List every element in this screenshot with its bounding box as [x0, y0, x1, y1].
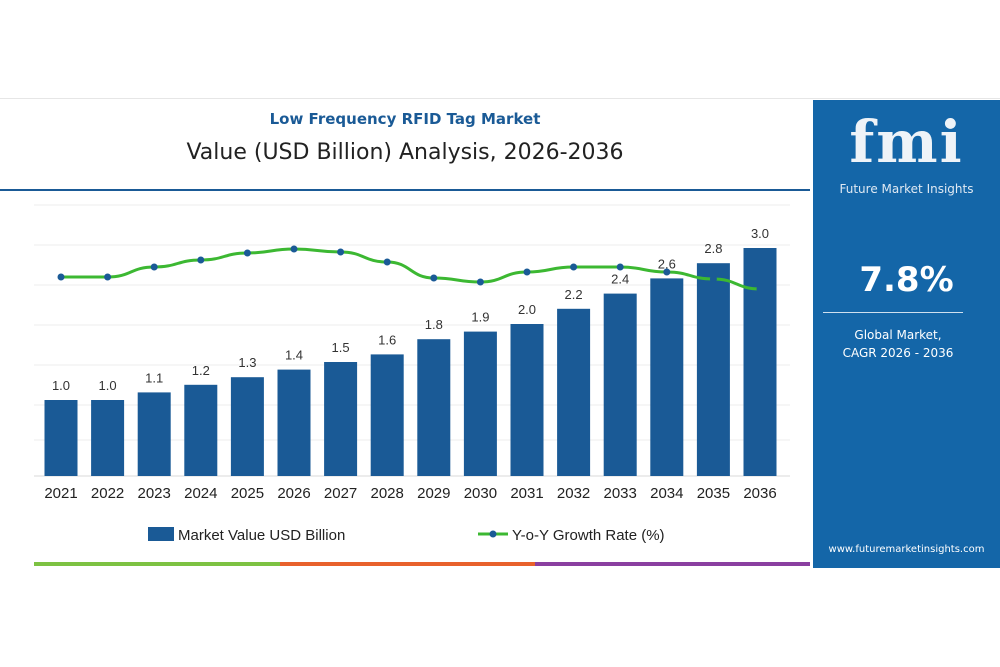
growth-point-2030 [476, 278, 484, 286]
bar-label-2027: 1.5 [332, 340, 350, 355]
x-tick-2036: 2036 [743, 485, 776, 502]
bar-2031 [510, 324, 544, 476]
bar-2025 [230, 377, 264, 476]
growth-point-2032 [570, 263, 578, 271]
infographic-frame [0, 98, 1000, 571]
bar-2036 [743, 248, 777, 476]
legend-line-label: Y-o-Y Growth Rate (%) [512, 527, 665, 544]
bar-2035 [696, 263, 730, 476]
legend-line-marker [489, 530, 497, 538]
growth-point-2033 [616, 263, 624, 271]
growth-point-2025 [243, 249, 251, 257]
growth-point-2027 [337, 248, 345, 256]
bar-label-2024: 1.2 [192, 363, 210, 378]
chart: 1.0 2021 1.0 2022 1.1 2023 1.2 2024 1.3 2025 1.4 20… [34, 204, 790, 544]
x-tick-2027: 2027 [324, 485, 357, 502]
x-tick-2023: 2023 [138, 485, 171, 502]
bar-2022 [91, 400, 125, 476]
fmi-logo: fmi [849, 108, 964, 176]
bar-2021 [44, 400, 78, 476]
x-tick-2026: 2026 [277, 485, 310, 502]
strip-orange [280, 562, 535, 566]
x-tick-2022: 2022 [91, 485, 124, 502]
bar-2032 [557, 308, 591, 476]
growth-point-2024 [197, 256, 205, 264]
bar-label-2036: 3.0 [751, 226, 769, 241]
growth-point-2034 [663, 268, 671, 276]
bar-label-2034: 2.6 [658, 256, 676, 271]
bar-label-2026: 1.4 [285, 348, 303, 363]
bar-2030 [463, 331, 497, 476]
x-tick-2029: 2029 [417, 485, 450, 502]
x-tick-2035: 2035 [697, 485, 730, 502]
x-tick-2030: 2030 [464, 485, 497, 502]
bar-2033 [603, 293, 637, 476]
x-tick-2032: 2032 [557, 485, 590, 502]
growth-point-2035 [709, 275, 717, 283]
growth-point-2021 [57, 273, 65, 281]
bar-label-2022: 1.0 [99, 378, 117, 393]
panel-divider [823, 312, 963, 313]
logo-subtitle: Future Market Insights [839, 182, 974, 196]
bar-2023 [137, 392, 171, 476]
legend-bar-label: Market Value USD Billion [178, 527, 345, 544]
growth-point-2023 [150, 263, 158, 271]
x-tick-2024: 2024 [184, 485, 217, 502]
growth-point-2022 [104, 273, 112, 281]
bar-label-2021: 1.0 [52, 378, 70, 393]
side-panel: fmi Future Market Insights 7.8% Global M… [813, 100, 1000, 568]
bar-2024 [184, 384, 218, 476]
strip-purple [535, 562, 810, 566]
x-tick-2021: 2021 [44, 485, 77, 502]
cagr-label-line1: Global Market, [854, 328, 942, 342]
x-tick-2033: 2033 [604, 485, 637, 502]
title-divider [0, 189, 810, 191]
bar-label-2033: 2.4 [611, 272, 629, 287]
bar-2026 [277, 369, 311, 476]
x-tick-2028: 2028 [371, 485, 404, 502]
legend-bar-swatch [148, 527, 174, 541]
cagr-label: Global Market, CAGR 2026 - 2036 [813, 326, 983, 362]
website-url: www.futuremarketinsights.com [828, 544, 985, 555]
x-tick-2034: 2034 [650, 485, 683, 502]
growth-point-2036 [756, 285, 764, 293]
bar-label-2023: 1.1 [145, 370, 163, 385]
bar-label-2035: 2.8 [704, 241, 722, 256]
bar-2029 [417, 339, 451, 476]
bar-2028 [370, 354, 404, 476]
growth-point-2029 [430, 274, 438, 282]
growth-point-2026 [290, 245, 298, 253]
bar-label-2028: 1.6 [378, 332, 396, 347]
growth-line [61, 247, 761, 291]
chart-title: Low Frequency RFID Tag Market [269, 110, 541, 128]
cagr-label-line2: CAGR 2026 - 2036 [842, 346, 954, 360]
growth-point-2031 [523, 268, 531, 276]
bar-label-2032: 2.2 [565, 287, 583, 302]
bar-label-2025: 1.3 [238, 355, 256, 370]
strip-green [34, 562, 280, 566]
cagr-value: 7.8% [859, 260, 954, 300]
bar-2034 [650, 278, 684, 476]
bar-label-2031: 2.0 [518, 302, 536, 317]
bar-label-2029: 1.8 [425, 317, 443, 332]
x-tick-2025: 2025 [231, 485, 264, 502]
x-tick-2031: 2031 [510, 485, 543, 502]
growth-point-2028 [383, 258, 391, 266]
bar-label-2030: 1.9 [471, 310, 489, 325]
chart-subtitle: Value (USD Billion) Analysis, 2026-2036 [186, 140, 624, 165]
bar-2027 [324, 362, 358, 476]
